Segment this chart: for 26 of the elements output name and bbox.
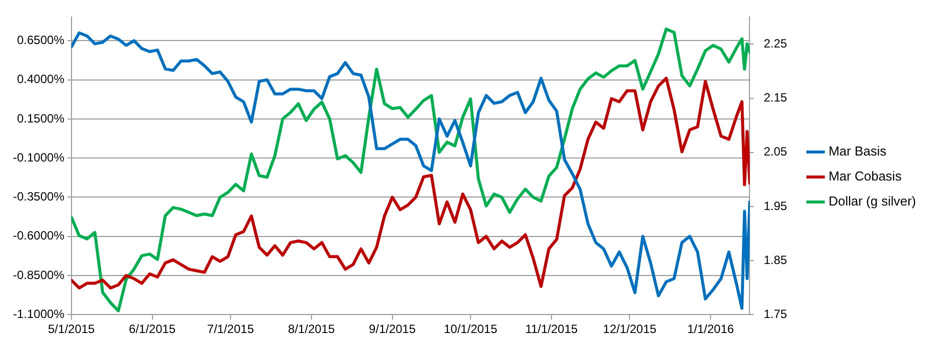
y-tick-label: -1.1000% xyxy=(12,306,65,321)
x-tick-label: 12/1/2015 xyxy=(603,322,657,336)
x-tick-label: 1/1/2016 xyxy=(687,322,734,336)
y2-tick-label: 2.15 xyxy=(764,90,788,105)
legend-label: Mar Cobasis xyxy=(828,168,902,184)
x-tick-label: 11/1/2015 xyxy=(525,322,578,336)
y-tick-label: 0.6500% xyxy=(16,32,65,47)
y2-tick-label: 2.05 xyxy=(764,144,788,159)
y-tick-label: -0.8500% xyxy=(12,268,65,282)
y-tick-label: -0.3500% xyxy=(12,190,65,204)
x-tick-label: 8/1/2015 xyxy=(288,322,336,336)
y2-tick-label: 1.75 xyxy=(764,306,788,321)
y2-tick-label: 2.25 xyxy=(764,36,788,51)
y-tick-label: 0.4000% xyxy=(16,72,65,86)
x-tick-label: 7/1/2015 xyxy=(207,322,254,336)
x-tick-label: 5/1/2015 xyxy=(48,322,96,336)
legend-label: Dollar (g silver) xyxy=(828,194,916,209)
y-tick-label: -0.6000% xyxy=(12,228,65,243)
y-tick-label: 0.1500% xyxy=(16,111,65,126)
x-tick-label: 10/1/2015 xyxy=(444,322,498,336)
y2-tick-label: 1.85 xyxy=(764,252,788,267)
x-tick-label: 6/1/2015 xyxy=(128,322,176,336)
x-tick-label: 9/1/2015 xyxy=(368,322,416,336)
y-tick-label: -0.1000% xyxy=(12,150,65,164)
legend-label: Mar Basis xyxy=(828,144,887,159)
y2-tick-label: 1.95 xyxy=(764,198,788,213)
